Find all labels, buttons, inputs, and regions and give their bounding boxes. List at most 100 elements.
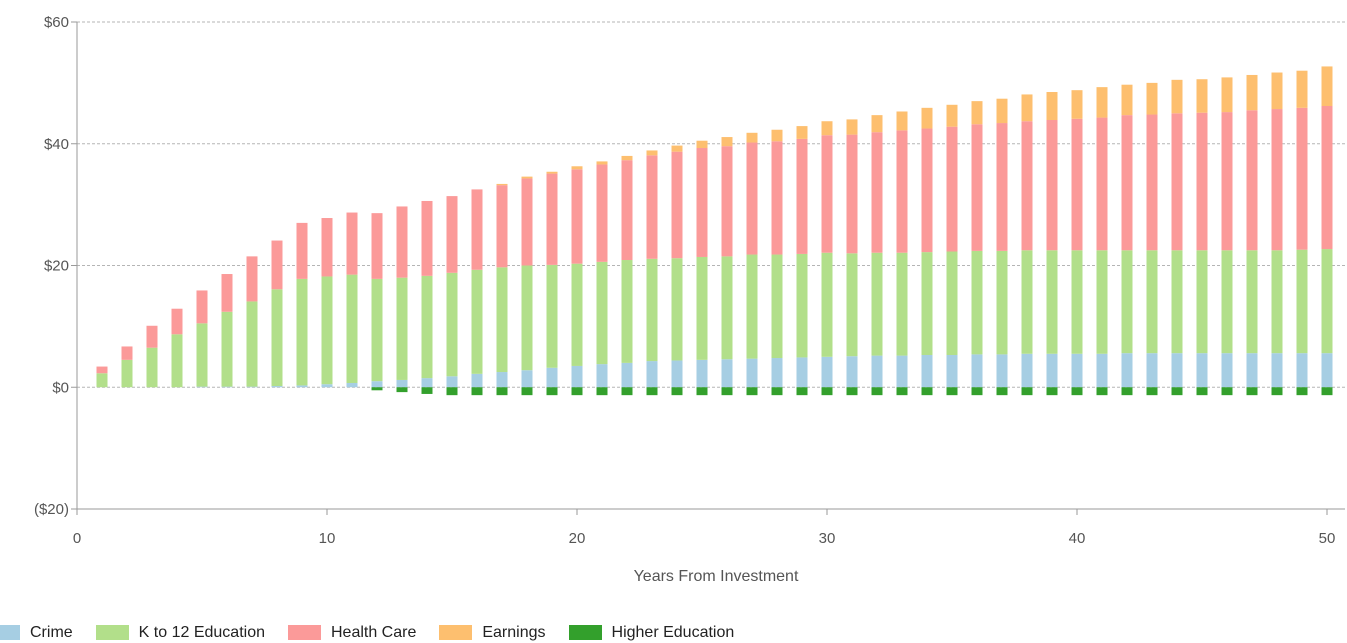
y-tick-label: $60 bbox=[44, 14, 69, 31]
bar-crime bbox=[846, 356, 858, 388]
bar-k12-education bbox=[496, 267, 508, 373]
bar-health-care bbox=[346, 212, 358, 275]
bar-crime bbox=[1021, 353, 1033, 388]
bar-crime bbox=[546, 367, 558, 388]
bar-k12-education bbox=[471, 269, 483, 374]
bar-health-care bbox=[446, 196, 458, 273]
bar-crime bbox=[271, 386, 283, 388]
bar-crime bbox=[421, 378, 433, 388]
bar-crime bbox=[971, 354, 983, 388]
bar-health-care bbox=[196, 290, 208, 324]
bar-higher-education bbox=[671, 387, 683, 396]
legend-item-k12-education: K to 12 Education bbox=[95, 623, 265, 642]
bar-higher-education bbox=[1246, 387, 1258, 396]
bar-higher-education bbox=[396, 387, 408, 393]
bar-health-care bbox=[96, 366, 108, 374]
bar-crime bbox=[371, 381, 383, 388]
bar-earnings bbox=[796, 126, 808, 139]
bar-health-care bbox=[1021, 121, 1033, 251]
bar-earnings bbox=[1221, 77, 1233, 113]
bar-higher-education bbox=[1096, 387, 1108, 396]
bar-k12-education bbox=[571, 263, 583, 366]
bar-higher-education bbox=[1321, 387, 1333, 396]
bar-crime bbox=[1071, 353, 1083, 388]
bar-higher-education bbox=[796, 387, 808, 396]
x-axis-title: Years From Investment bbox=[634, 568, 799, 585]
bar-higher-education bbox=[1121, 387, 1133, 396]
bar-health-care bbox=[846, 134, 858, 254]
bar-earnings bbox=[1046, 92, 1058, 121]
bar-higher-education bbox=[1071, 387, 1083, 396]
bar-health-care bbox=[471, 189, 483, 270]
bar-higher-education bbox=[746, 387, 758, 396]
bar-crime bbox=[671, 360, 683, 388]
bar-crime bbox=[1221, 353, 1233, 388]
bar-k12-education bbox=[546, 264, 558, 368]
bar-earnings bbox=[1271, 72, 1283, 110]
legend-item-higher-education: Higher Education bbox=[568, 624, 734, 642]
legend-label-k12-education: K to 12 Education bbox=[138, 623, 265, 641]
bar-earnings bbox=[1021, 94, 1033, 122]
bar-k12-education bbox=[1196, 250, 1208, 354]
bar-crime bbox=[646, 361, 658, 388]
bar-earnings bbox=[571, 166, 583, 170]
bar-earnings bbox=[646, 150, 658, 156]
bar-health-care bbox=[571, 169, 583, 264]
bar-crime bbox=[921, 354, 933, 388]
bar-crime bbox=[1246, 353, 1258, 388]
bar-higher-education bbox=[1296, 387, 1308, 396]
bar-health-care bbox=[1196, 112, 1208, 251]
bar-crime bbox=[471, 373, 483, 388]
bar-k12-education bbox=[221, 311, 233, 387]
bar-health-care bbox=[221, 274, 233, 312]
bar-health-care bbox=[946, 126, 958, 252]
bar-health-care bbox=[746, 142, 758, 255]
bar-health-care bbox=[146, 325, 158, 348]
bar-earnings bbox=[496, 183, 508, 186]
bar-crime bbox=[996, 354, 1008, 388]
bar-higher-education bbox=[821, 387, 833, 396]
bar-k12-education bbox=[371, 278, 383, 382]
bar-k12-education bbox=[796, 253, 808, 358]
bar-health-care bbox=[546, 173, 558, 265]
bar-k12-education bbox=[1271, 250, 1283, 354]
bar-earnings bbox=[946, 104, 958, 127]
bar-k12-education bbox=[1221, 250, 1233, 354]
bar-crime bbox=[1046, 353, 1058, 388]
bar-k12-education bbox=[646, 258, 658, 362]
bar-k12-education bbox=[146, 347, 158, 388]
bar-k12-education bbox=[121, 359, 133, 388]
bar-health-care bbox=[1246, 110, 1258, 251]
bar-k12-education bbox=[396, 277, 408, 380]
bar-k12-education bbox=[996, 250, 1008, 355]
bar-k12-education bbox=[271, 289, 283, 387]
bar-crime bbox=[346, 382, 358, 388]
bar-k12-education bbox=[521, 265, 533, 371]
bar-health-care bbox=[871, 132, 883, 253]
bar-higher-education bbox=[471, 387, 483, 396]
legend-label-health-care: Health Care bbox=[330, 623, 417, 641]
bar-health-care bbox=[121, 346, 133, 360]
bar-health-care bbox=[671, 151, 683, 259]
bar-crime bbox=[821, 356, 833, 388]
x-tick-labels: 0 10 20 30 40 50 bbox=[73, 509, 1335, 547]
bar-crime bbox=[521, 370, 533, 388]
bar-k12-education bbox=[246, 301, 258, 387]
y-tick-label: $0 bbox=[52, 379, 69, 396]
bar-crime bbox=[496, 372, 508, 388]
bar-k12-education bbox=[421, 275, 433, 379]
bar-health-care bbox=[246, 256, 258, 302]
legend-swatch-earnings bbox=[439, 625, 473, 640]
legend-swatch-k12-education bbox=[95, 625, 129, 640]
bar-higher-education bbox=[996, 387, 1008, 396]
bar-higher-education bbox=[971, 387, 983, 396]
bar-k12-education bbox=[196, 323, 208, 387]
bar-health-care bbox=[1271, 109, 1283, 251]
bar-higher-education bbox=[596, 387, 608, 396]
legend-item-health-care: Health Care bbox=[287, 623, 417, 642]
bar-health-care bbox=[521, 178, 533, 266]
stacked-bar-chart: $60 $40 $20 $0 ($20) 0 10 20 30 40 50 Years From … bbox=[34, 14, 1345, 585]
bar-earnings bbox=[896, 111, 908, 131]
bar-crime bbox=[1271, 353, 1283, 388]
x-tick-label: 0 bbox=[73, 530, 81, 547]
